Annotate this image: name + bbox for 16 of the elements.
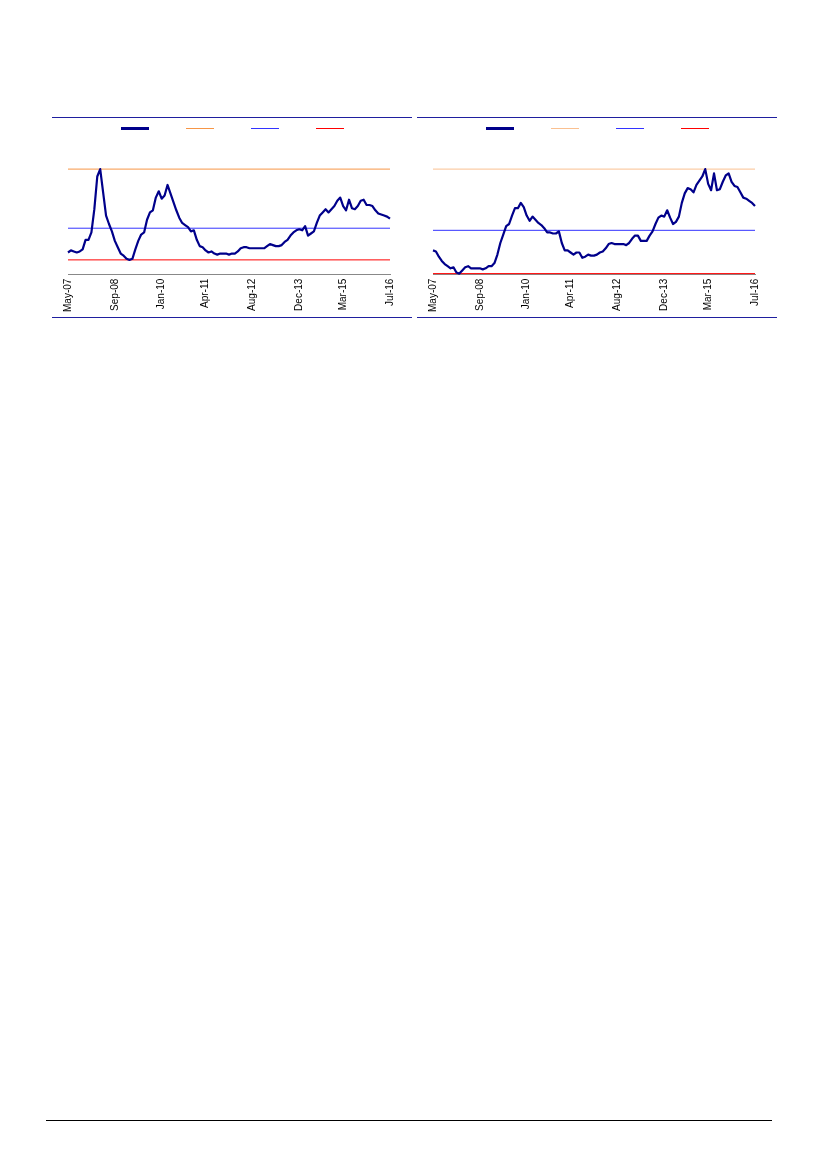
x-tick-label: May-07 [61,278,73,313]
x-tick-label: May-07 [426,278,438,313]
x-tick-label: Dec-13 [658,278,669,311]
x-tick-label: Apr-11 [564,278,576,308]
x-tick-label: Jan-10 [155,278,167,310]
x-tick-label: Jan-10 [520,278,532,310]
x-tick-label: Dec-13 [293,278,304,311]
x-tick-label: Aug-12 [611,278,623,311]
x-tick-label: Aug-12 [246,278,258,311]
x-tick-label: Sep-08 [108,278,120,311]
x-tick-label: Mar-15 [701,278,713,311]
x-tick-label: Mar-15 [336,278,348,311]
x-tick-label: Apr-11 [199,278,211,308]
x-tick-label: Sep-08 [473,278,485,311]
x-tick-label: Jul-16 [383,278,395,306]
x-tick-label: Jul-16 [748,278,760,306]
